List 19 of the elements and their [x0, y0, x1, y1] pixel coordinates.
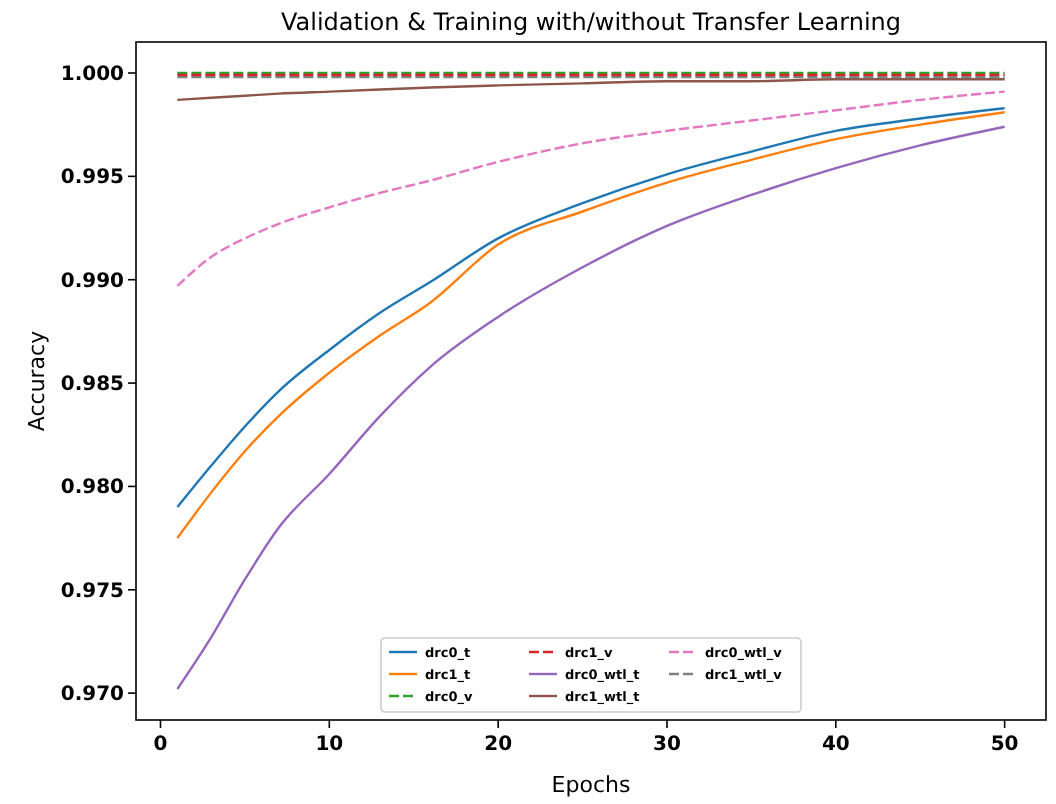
y-tick-label: 0.970: [60, 684, 125, 707]
y-tick-label: 0.980: [60, 477, 125, 500]
chart-title: Validation & Training with/without Transfer Learning: [281, 8, 901, 36]
line-series: [176, 78, 1006, 102]
y-axis-title: Accuracy: [24, 329, 50, 432]
x-tick-label: 0: [153, 734, 168, 756]
line-series: [176, 90, 1006, 288]
y-tick-label: 0.995: [60, 167, 125, 190]
x-tick-label: 30: [653, 734, 681, 756]
y-tick-label: 1.000: [60, 64, 125, 87]
x-axis-title: Epochs: [551, 772, 631, 798]
line-series: [176, 125, 1006, 691]
x-tick-label: 50: [990, 734, 1019, 756]
x-tick-label: 40: [821, 734, 850, 756]
x-tick-label: 10: [315, 734, 344, 756]
y-tick-label: 0.975: [60, 580, 125, 603]
x-tick-label: 20: [484, 734, 513, 756]
y-tick-label: 0.990: [60, 270, 125, 293]
y-tick-label: 0.985: [60, 374, 125, 397]
